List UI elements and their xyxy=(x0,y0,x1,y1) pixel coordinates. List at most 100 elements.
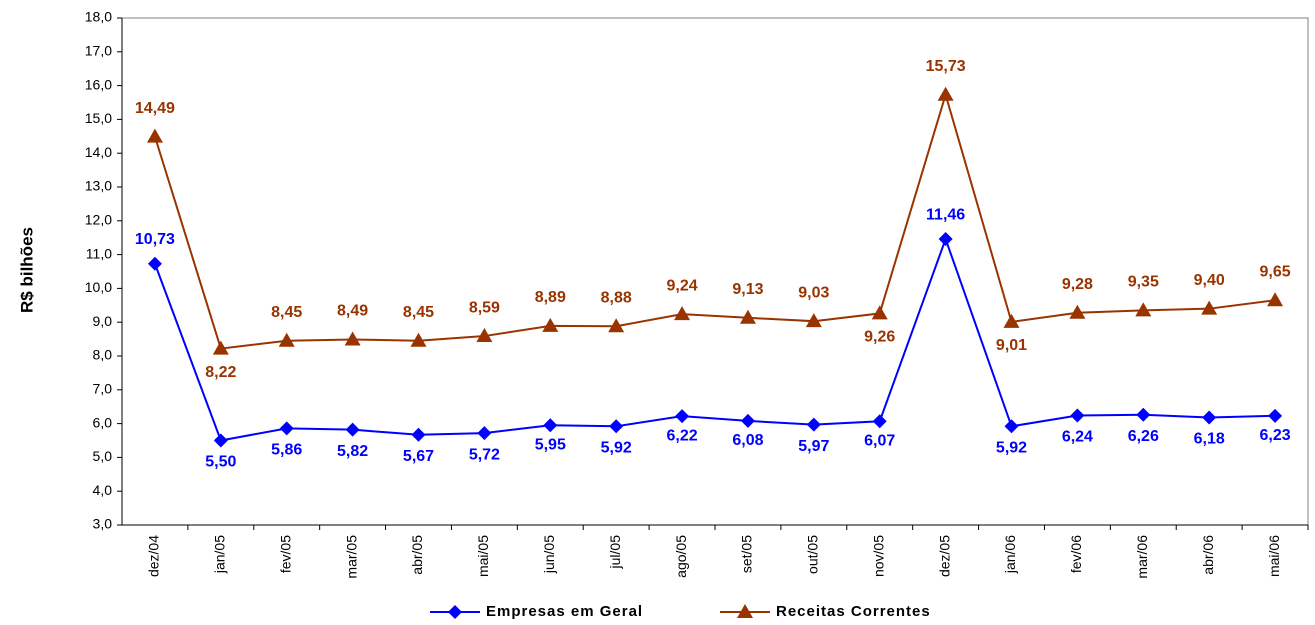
x-tick-label: ago/05 xyxy=(673,535,689,578)
series-line xyxy=(153,91,1276,350)
marker xyxy=(411,427,426,442)
value-label: 6,23 xyxy=(1259,427,1290,444)
x-tick-label: jan/05 xyxy=(212,535,228,574)
y-tick-label: 5,0 xyxy=(93,448,113,464)
value-label: 5,67 xyxy=(403,448,434,465)
y-tick-label: 3,0 xyxy=(93,516,113,532)
marker xyxy=(938,232,953,247)
x-tick-label: jan/06 xyxy=(1002,535,1018,574)
value-label: 8,49 xyxy=(337,303,368,320)
marker xyxy=(1268,408,1283,423)
value-label: 5,92 xyxy=(996,440,1027,457)
marker xyxy=(448,605,462,619)
value-label: 10,73 xyxy=(135,231,175,248)
x-tick-label: fev/06 xyxy=(1068,535,1084,573)
marker xyxy=(345,422,360,437)
y-tick-label: 4,0 xyxy=(93,482,113,498)
marker xyxy=(410,332,427,347)
marker xyxy=(279,421,294,436)
value-label: 5,82 xyxy=(337,443,368,460)
x-tick-label: dez/04 xyxy=(146,535,162,577)
value-label: 9,13 xyxy=(732,281,763,298)
value-label: 11,46 xyxy=(926,206,965,223)
y-tick-label: 17,0 xyxy=(85,43,112,59)
value-label: 9,24 xyxy=(666,277,697,294)
marker xyxy=(805,313,822,328)
value-label: 5,95 xyxy=(535,437,566,454)
legend-label: Receitas Correntes xyxy=(776,603,931,620)
value-label: 6,08 xyxy=(732,432,763,449)
y-tick-label: 8,0 xyxy=(93,347,113,363)
marker xyxy=(609,419,624,434)
marker xyxy=(871,305,888,320)
marker xyxy=(477,426,492,441)
marker xyxy=(476,328,493,343)
marker xyxy=(740,413,755,428)
marker xyxy=(675,409,690,424)
value-label: 5,92 xyxy=(601,440,632,457)
marker xyxy=(608,318,625,333)
y-tick-label: 13,0 xyxy=(85,178,112,194)
marker xyxy=(739,309,756,324)
marker xyxy=(1069,304,1086,319)
y-tick-label: 18,0 xyxy=(85,9,112,25)
value-label: 9,40 xyxy=(1194,272,1225,289)
marker xyxy=(1003,313,1020,328)
value-label: 14,49 xyxy=(135,100,175,117)
marker xyxy=(1267,292,1284,307)
value-label: 5,86 xyxy=(271,442,302,459)
value-label: 5,72 xyxy=(469,446,500,463)
x-tick-label: mar/06 xyxy=(1134,535,1150,579)
marker xyxy=(147,256,162,271)
x-tick-label: jun/05 xyxy=(541,535,557,574)
marker xyxy=(806,417,821,432)
value-label: 6,18 xyxy=(1194,431,1225,448)
y-tick-label: 10,0 xyxy=(85,279,112,295)
marker xyxy=(937,86,954,101)
y-axis-label: R$ bilhões xyxy=(17,227,36,313)
value-label: 6,26 xyxy=(1128,428,1159,445)
value-label: 8,88 xyxy=(601,289,632,306)
marker xyxy=(278,332,295,347)
x-tick-label: out/05 xyxy=(805,535,821,574)
legend-label: Empresas em Geral xyxy=(486,603,643,620)
x-tick-label: mai/05 xyxy=(475,535,491,577)
value-label: 9,01 xyxy=(996,337,1027,354)
x-tick-label: fev/05 xyxy=(277,535,293,573)
marker xyxy=(542,317,559,332)
x-tick-label: nov/05 xyxy=(870,535,886,577)
y-tick-label: 12,0 xyxy=(85,212,112,228)
marker xyxy=(1070,408,1085,423)
x-tick-label: mai/06 xyxy=(1266,535,1282,577)
value-label: 8,59 xyxy=(469,299,500,316)
marker xyxy=(1004,419,1019,434)
value-label: 5,97 xyxy=(798,438,829,455)
marker xyxy=(344,331,361,346)
marker xyxy=(543,418,558,433)
value-label: 6,07 xyxy=(864,432,895,449)
marker xyxy=(213,433,228,448)
value-label: 9,03 xyxy=(798,284,829,301)
value-label: 8,89 xyxy=(535,289,566,306)
x-tick-label: set/05 xyxy=(739,535,755,573)
marker xyxy=(1136,407,1151,422)
marker xyxy=(737,604,753,618)
value-label: 9,65 xyxy=(1259,263,1290,280)
marker xyxy=(872,414,887,429)
y-tick-label: 9,0 xyxy=(93,313,113,329)
marker xyxy=(674,306,691,321)
value-label: 9,26 xyxy=(864,329,895,346)
marker xyxy=(1202,410,1217,425)
value-label: 8,45 xyxy=(403,304,434,321)
y-tick-label: 16,0 xyxy=(85,76,112,92)
y-tick-label: 15,0 xyxy=(85,110,112,126)
value-label: 5,50 xyxy=(205,454,236,471)
value-label: 6,24 xyxy=(1062,429,1093,446)
x-tick-label: dez/05 xyxy=(936,535,952,577)
value-label: 9,28 xyxy=(1062,276,1093,293)
y-tick-label: 7,0 xyxy=(93,381,113,397)
value-label: 8,45 xyxy=(271,304,302,321)
value-label: 9,35 xyxy=(1128,274,1159,291)
x-tick-label: jul/05 xyxy=(607,535,623,570)
